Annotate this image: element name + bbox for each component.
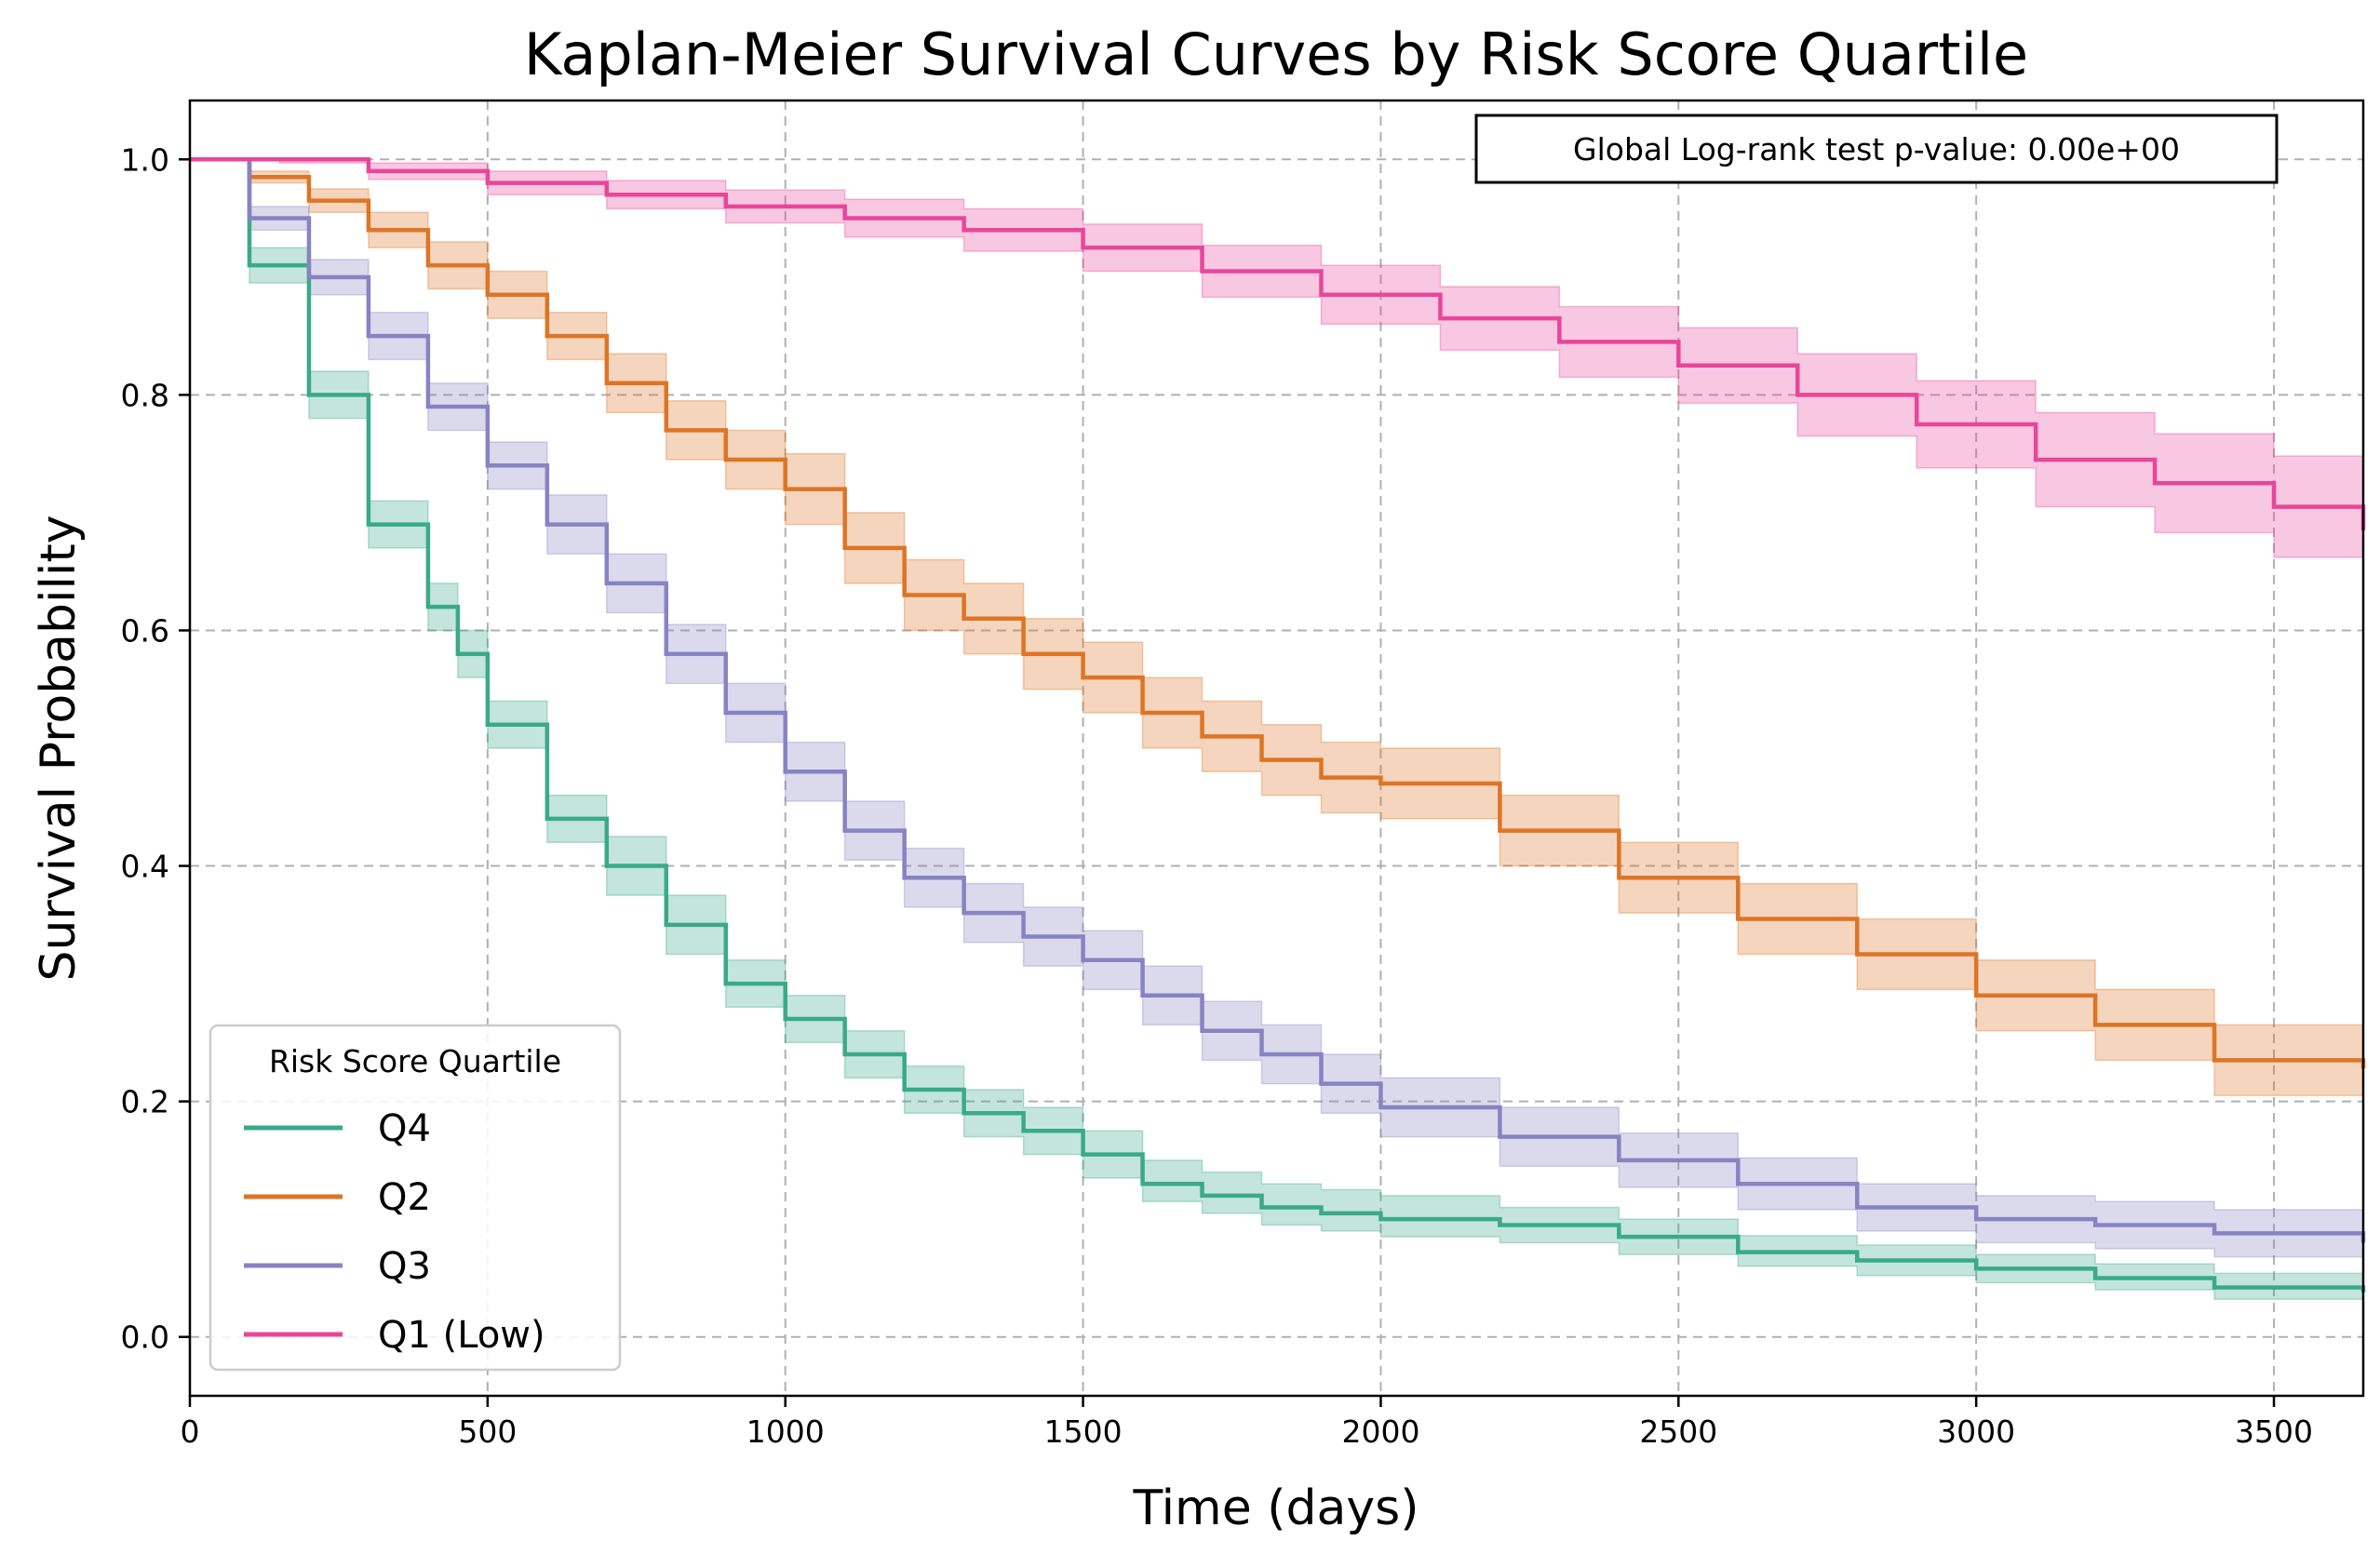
x-tick-label: 1000 <box>746 1413 825 1450</box>
x-tick-label: 2500 <box>1639 1413 1717 1450</box>
y-tick-label: 0.6 <box>121 612 169 649</box>
x-tick-label: 3500 <box>2235 1413 2313 1450</box>
x-tick-label: 1500 <box>1044 1413 1123 1450</box>
survival-line-q3 <box>190 157 2366 1243</box>
legend-box <box>208 1024 622 1372</box>
legend-label-q1-low: Q1 (Low) <box>378 1314 545 1357</box>
legend-entries: Q4 Q2 Q3 Q1 (Low) <box>244 1107 545 1357</box>
legend-title: Risk Score Quartile <box>269 1043 561 1079</box>
x-tick-label: 0 <box>181 1413 200 1450</box>
survival-line-q4 <box>190 157 2366 1293</box>
x-axis-label: Time (days) <box>1132 1480 1419 1536</box>
ci-band-q1-low <box>190 158 2364 583</box>
survival-line-q1-low <box>190 157 2366 530</box>
y-tick-label: 0.8 <box>121 377 169 413</box>
x-tick-label: 500 <box>458 1413 517 1450</box>
legend-label-q3: Q3 <box>378 1245 431 1288</box>
plot-frame <box>188 99 2365 1398</box>
survival-line-q2 <box>190 157 2366 1069</box>
x-tick-label: 3000 <box>1937 1413 2015 1450</box>
y-tick-label: 0.4 <box>121 849 169 885</box>
legend-label-q2: Q2 <box>378 1176 431 1219</box>
y-tick-label: 1.0 <box>121 141 169 178</box>
p-value-annotation: Global Log-rank test p-value: 0.00e+00 <box>1474 114 2279 184</box>
legend-label-q4: Q4 <box>378 1107 431 1150</box>
x-tick-label: 2000 <box>1341 1413 1419 1450</box>
y-axis-ticks: 0.0 0.2 0.4 0.6 0.8 1.0 <box>121 141 190 1356</box>
y-axis-label: Survival Probability <box>31 515 87 981</box>
legend: Risk Score Quartile Q4 Q2 Q3 Q1 (Low) <box>208 1024 622 1372</box>
x-axis-ticks: 0 500 1000 1500 2000 2500 3000 3500 <box>181 1396 2313 1450</box>
annotation-text: Global Log-rank test p-value: 0.00e+00 <box>1573 131 2180 167</box>
survival-lines <box>190 157 2366 1293</box>
y-tick-label: 0.2 <box>121 1084 169 1120</box>
annotation-box <box>1474 114 2279 184</box>
chart-title: Kaplan-Meier Survival Curves by Risk Sco… <box>524 20 2028 88</box>
y-tick-label: 0.0 <box>121 1320 169 1356</box>
